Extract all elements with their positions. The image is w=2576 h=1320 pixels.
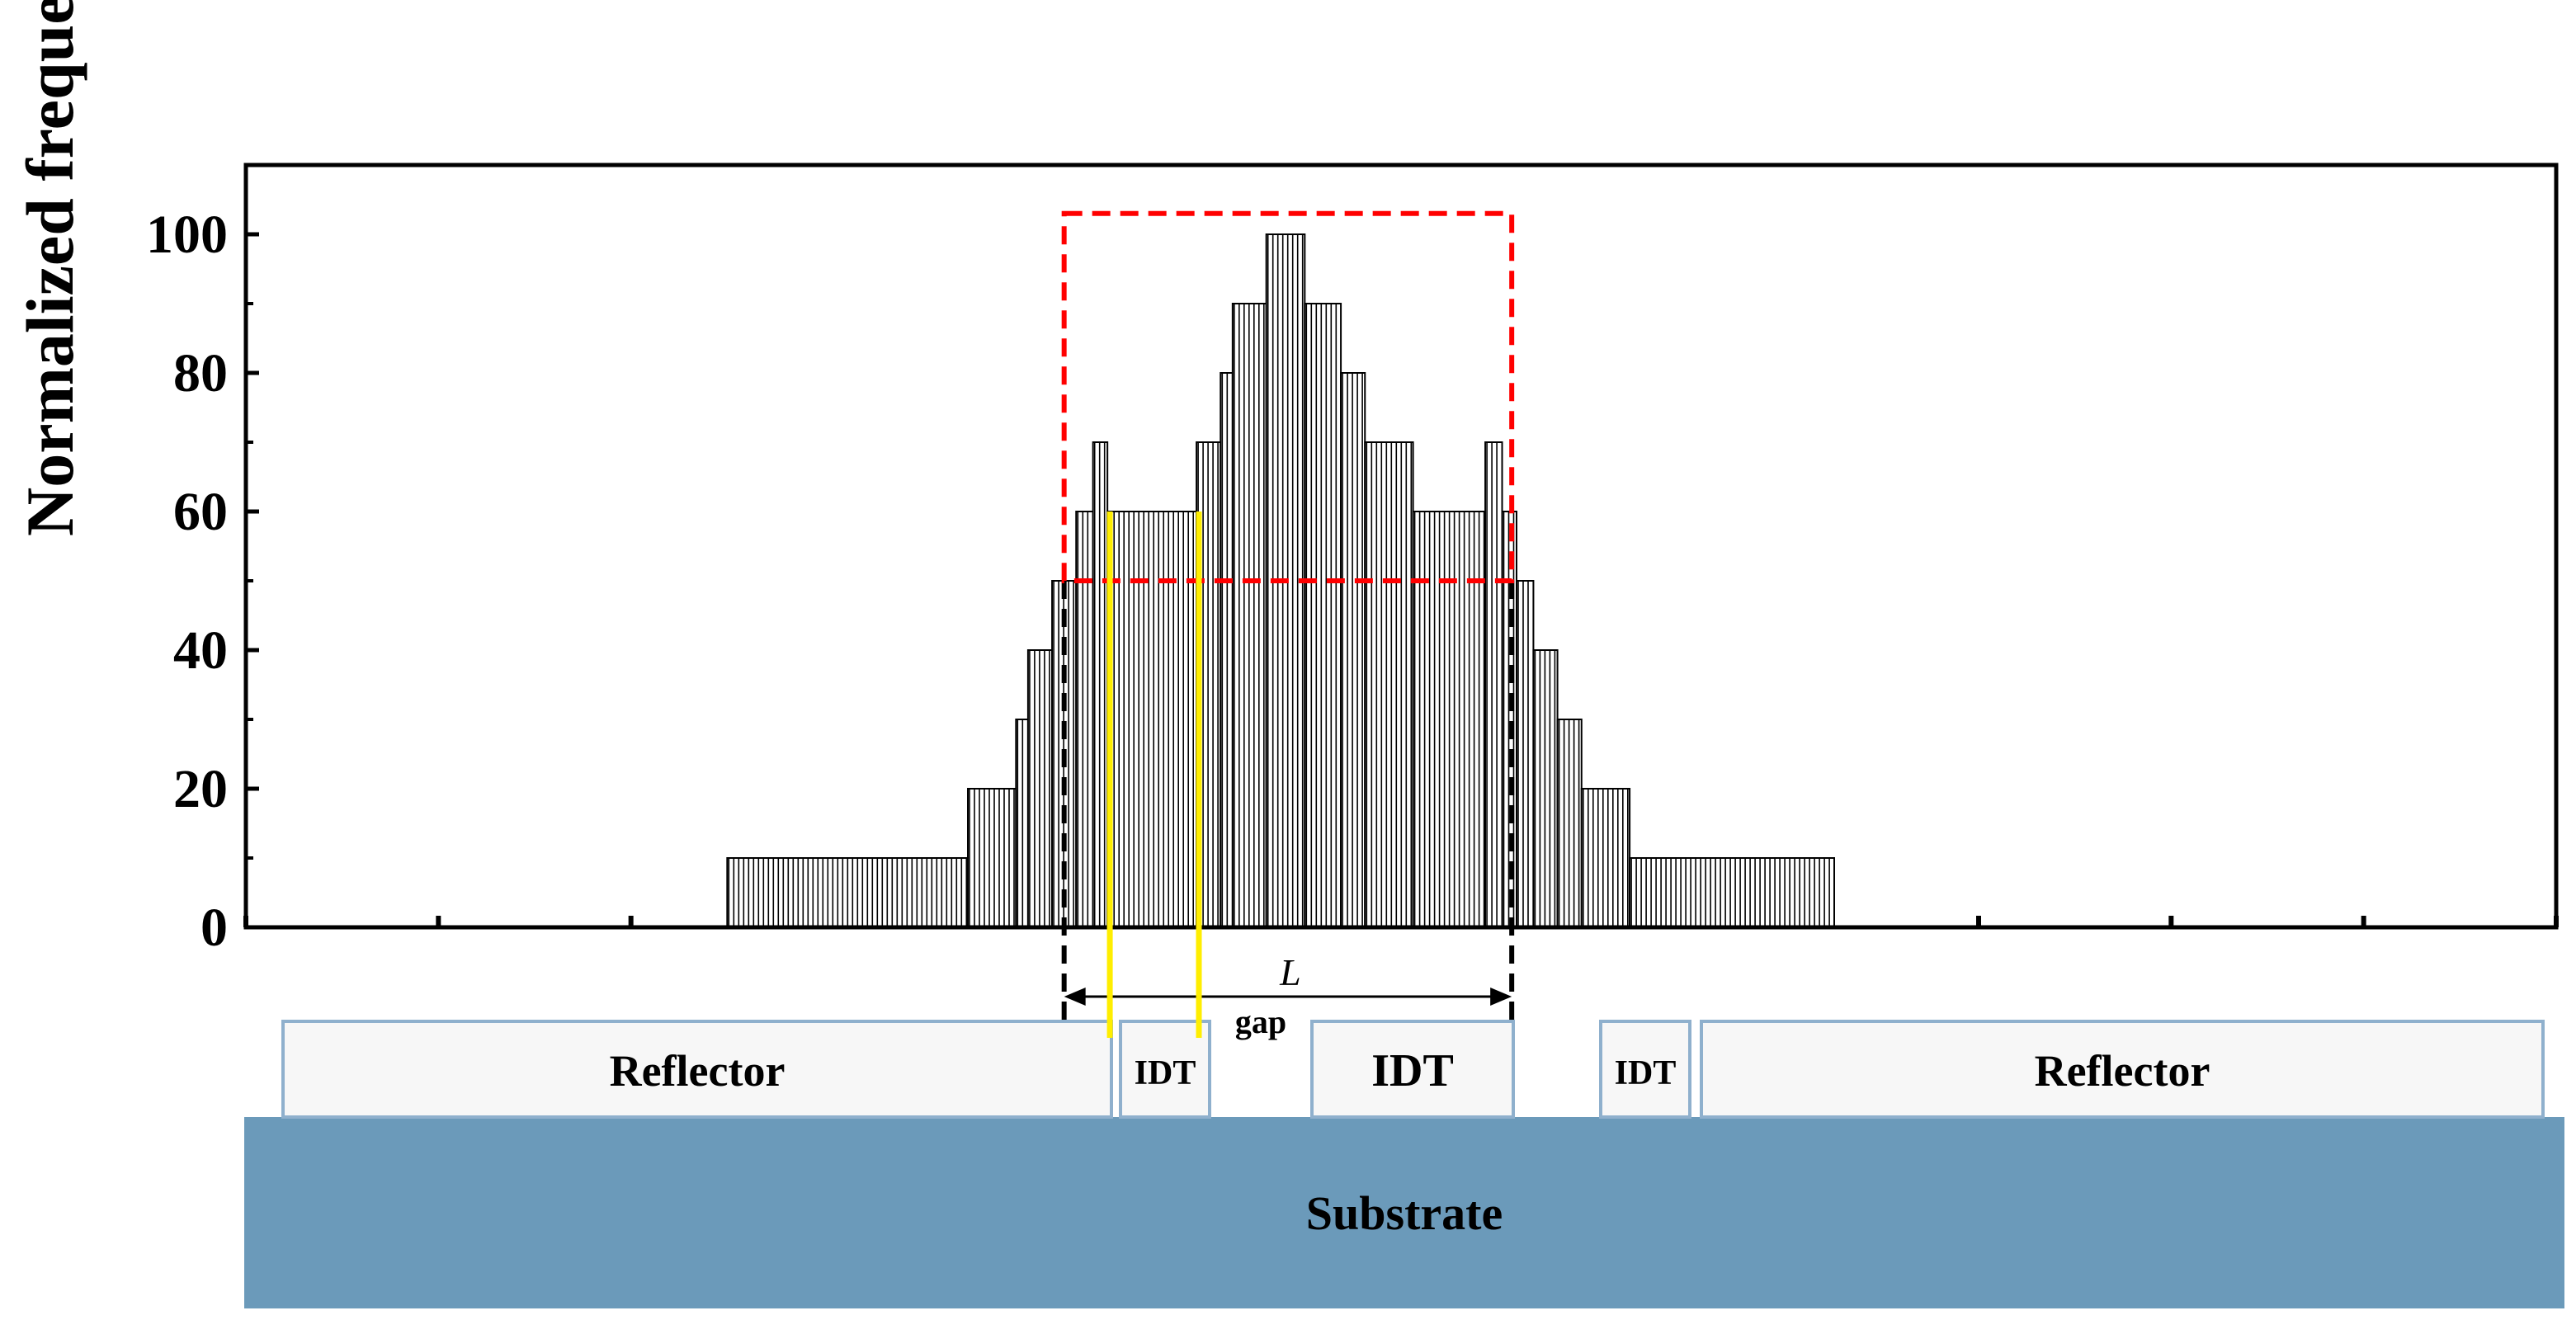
bar-hatching <box>1413 512 1485 927</box>
reflector-left-label: Reflector <box>610 1046 786 1096</box>
bar <box>1075 511 1094 928</box>
bar-step <box>1231 303 1267 928</box>
y-tick-label: 60 <box>173 482 228 542</box>
bar-hatching <box>1305 304 1338 927</box>
reflector-left <box>281 1020 1113 1119</box>
bar-step <box>1516 580 1535 928</box>
bar-hatching <box>1017 719 1024 927</box>
length-label: L <box>1279 951 1301 993</box>
bar <box>1484 441 1503 928</box>
bar <box>967 788 1017 928</box>
y-tick-label: 20 <box>173 759 228 819</box>
substrate-label: Substrate <box>1306 1186 1503 1240</box>
bar-step <box>1412 511 1487 928</box>
bar-step <box>1220 372 1234 928</box>
idt-left-label: IDT <box>1135 1054 1196 1092</box>
bar-hatching <box>1234 304 1265 927</box>
y-axis-label: Normalized frequency offset (%) <box>12 0 87 536</box>
bar-step <box>1340 372 1366 928</box>
idt-center-label: IDT <box>1371 1045 1454 1096</box>
bar-hatching <box>1517 581 1529 927</box>
y-tick-label: 40 <box>173 620 228 681</box>
bar-step <box>726 857 969 928</box>
bar-hatching <box>969 789 1015 927</box>
bar-step <box>1532 649 1559 928</box>
bar-hatching <box>1486 442 1498 927</box>
idt-right-label: IDT <box>1615 1054 1677 1092</box>
gap-label: gap <box>1235 1003 1286 1040</box>
bar-step <box>1075 511 1094 928</box>
y-tick-label: 80 <box>173 343 228 403</box>
bar-hatching <box>1558 719 1580 927</box>
bar-step <box>1484 441 1503 928</box>
length-arrow-left-head <box>1064 988 1086 1006</box>
idt-center <box>1310 1020 1515 1119</box>
bar-step <box>1629 857 1836 928</box>
idt-right <box>1599 1020 1691 1119</box>
bar <box>1629 857 1836 928</box>
device-cross-section: Substrate Reflector IDT IDT IDT Reflecto… <box>244 1003 2564 1308</box>
bar-step <box>1556 719 1583 928</box>
bar-step <box>1026 649 1054 928</box>
bar-hatching <box>1342 373 1363 927</box>
reflector-right <box>1700 1020 2545 1119</box>
bar-step <box>967 788 1017 928</box>
bar-step <box>1092 441 1109 928</box>
bar-step <box>1015 719 1029 928</box>
overlay-layer <box>1061 210 1515 1038</box>
reflector-right-label: Reflector <box>2035 1046 2210 1096</box>
bar-hatching <box>1221 373 1229 927</box>
length-arrow-right-head <box>1490 988 1512 1006</box>
bar-hatching <box>1534 650 1556 927</box>
plot-area: 0 20 40 60 80 100 <box>146 163 2559 958</box>
bar-hatching <box>1630 858 1830 927</box>
threshold-box <box>1061 210 1515 583</box>
idt-left <box>1119 1020 1211 1119</box>
bar-step <box>1364 441 1414 928</box>
y-tick-label: 0 <box>201 898 228 958</box>
bar-hatching <box>728 858 968 927</box>
substrate <box>244 1117 2564 1308</box>
bar-hatching <box>1583 789 1629 927</box>
bar-step <box>1106 511 1198 928</box>
bar-hatching <box>1366 442 1413 927</box>
bar <box>1516 580 1535 928</box>
y-tick-label: 100 <box>146 205 228 265</box>
length-dimension: L <box>1064 951 1512 1006</box>
bar-hatching <box>1029 650 1050 927</box>
bar-step <box>1304 303 1342 928</box>
bar-step <box>1580 788 1631 928</box>
bar-hatching <box>1093 442 1106 927</box>
